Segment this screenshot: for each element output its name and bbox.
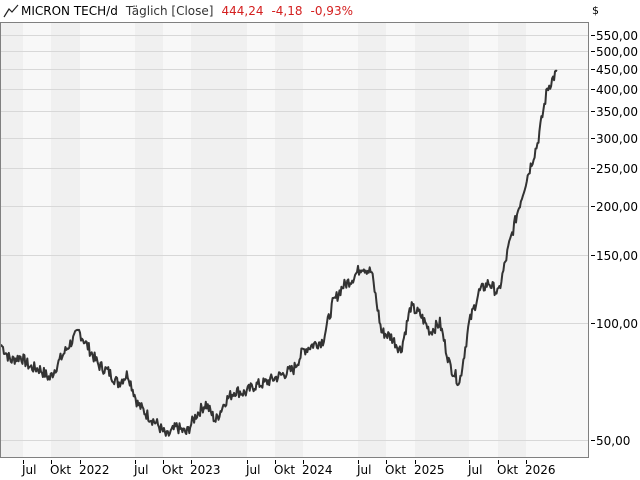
x-tick-label: 2026 — [525, 463, 556, 477]
price-line — [0, 69, 558, 437]
y-tick-label: 450,00 — [596, 62, 638, 77]
x-axis-ticks — [23, 460, 527, 464]
x-tick-label: Okt — [274, 463, 296, 477]
x-tick-label: 2025 — [414, 463, 445, 477]
price-change-pct: -0,93% — [310, 4, 353, 18]
x-tick-label: 2023 — [190, 463, 221, 477]
x-tick-label: Jul — [134, 463, 149, 477]
x-tick-label: Jul — [22, 463, 37, 477]
y-tick-label: 400,00 — [596, 82, 638, 97]
x-tick-label: Jul — [468, 463, 483, 477]
plot-frame — [0, 22, 589, 458]
y-tick-label: 350,00 — [596, 104, 638, 119]
x-tick-label: Okt — [50, 463, 72, 477]
y-tick-label: 250,00 — [596, 161, 638, 176]
period-mode[interactable]: Täglich [Close] — [125, 4, 214, 18]
currency-label: $ — [592, 4, 599, 17]
x-tick-label: Jul — [246, 463, 261, 477]
y-axis-ticks — [591, 35, 595, 441]
x-tick-label: Okt — [385, 463, 407, 477]
y-tick-label: 500,00 — [596, 44, 638, 59]
line-chart-icon[interactable] — [3, 4, 19, 18]
x-tick-label: 2022 — [79, 463, 110, 477]
x-tick-label: Okt — [162, 463, 184, 477]
y-tick-label: 150,00 — [596, 248, 638, 263]
y-tick-label: 50,00 — [596, 433, 631, 448]
chart-header: MICRON TECH/d Täglich [Close] 444,24 -4,… — [0, 0, 588, 22]
instrument-name[interactable]: MICRON TECH/d — [21, 4, 118, 18]
last-price: 444,24 — [221, 4, 264, 18]
price-change: -4,18 — [271, 4, 303, 18]
y-tick-label: 200,00 — [596, 199, 638, 214]
y-tick-label: 300,00 — [596, 131, 638, 146]
x-tick-label: Jul — [357, 463, 372, 477]
x-tick-label: 2024 — [302, 463, 333, 477]
time-bands — [0, 23, 588, 457]
y-tick-label: 550,00 — [596, 28, 638, 43]
y-tick-label: 100,00 — [596, 316, 638, 331]
gridlines — [1, 35, 588, 441]
x-tick-label: Okt — [497, 463, 519, 477]
